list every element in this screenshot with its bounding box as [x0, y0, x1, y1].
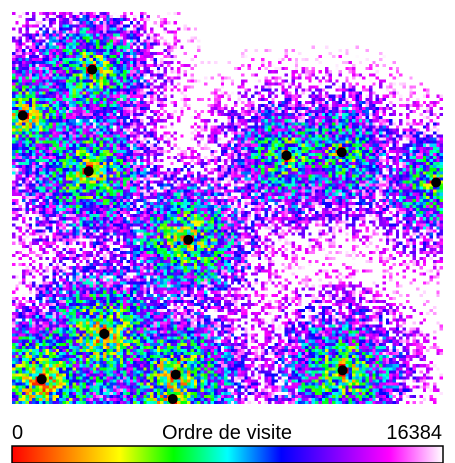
- colorbar-min-label: 0: [12, 422, 23, 444]
- heatmap-cells: [12, 12, 443, 404]
- seed-point-9: [36, 374, 47, 385]
- seed-point-8: [99, 328, 110, 339]
- seed-point-2: [17, 110, 28, 121]
- visit-order-heatmap: [12, 12, 443, 404]
- seed-point-5: [336, 147, 347, 158]
- seed-points: [17, 64, 442, 404]
- seed-point-12: [337, 365, 348, 376]
- seed-point-10: [170, 369, 181, 380]
- seed-point-6: [431, 177, 442, 188]
- seed-point-11: [167, 394, 178, 404]
- colorbar-max-label: 16384: [386, 422, 442, 444]
- seed-point-1: [87, 64, 98, 75]
- colorbar-title: Ordre de visite: [162, 422, 292, 444]
- seed-point-3: [83, 166, 94, 177]
- seed-point-7: [183, 234, 194, 245]
- colorbar: [11, 445, 444, 463]
- seed-point-4: [281, 150, 292, 161]
